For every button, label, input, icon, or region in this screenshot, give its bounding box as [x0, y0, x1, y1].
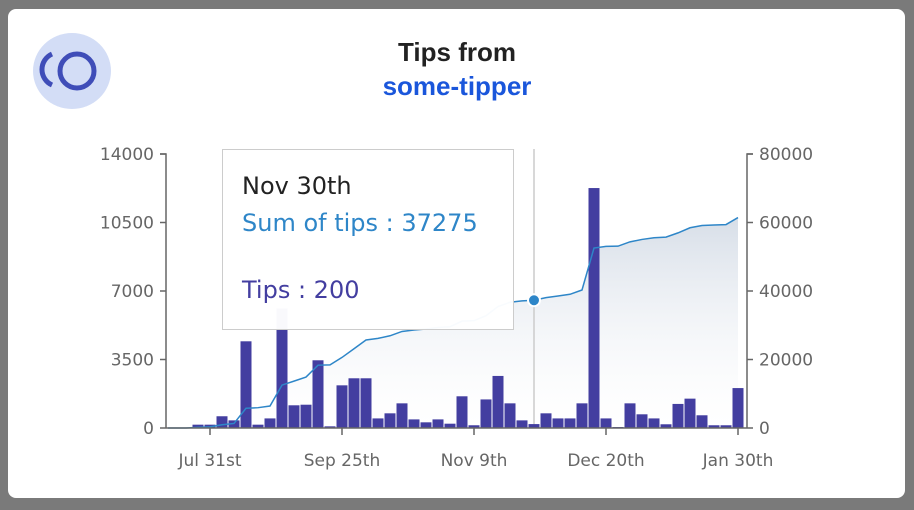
- right-tick-label: 80000: [759, 145, 813, 165]
- right-tick-label: 0: [759, 419, 770, 439]
- co-logo-icon: [39, 51, 97, 91]
- tips-bar: [588, 188, 600, 428]
- tips-bar: [324, 426, 336, 428]
- tips-bar: [276, 308, 288, 428]
- tips-bar: [708, 425, 720, 428]
- tips-bar: [504, 403, 516, 428]
- tooltip-sum: Sum of tips : 37275: [242, 209, 478, 237]
- tips-bar: [420, 422, 432, 428]
- tips-bar: [516, 420, 528, 428]
- tips-bar: [252, 424, 264, 428]
- right-tick-label: 40000: [759, 282, 813, 302]
- x-tick-label: Dec 20th: [567, 451, 644, 471]
- chart-title: Tips from: [398, 37, 516, 67]
- tips-bar: [384, 413, 396, 428]
- tips-bar: [240, 341, 252, 428]
- tips-bar: [456, 396, 468, 428]
- tips-bar: [624, 403, 636, 428]
- tips-bar: [720, 425, 732, 428]
- tips-bar: [288, 405, 300, 428]
- highlight-point: [527, 293, 541, 308]
- left-tick-label: 14000: [100, 145, 154, 165]
- tips-bar: [576, 403, 588, 428]
- tips-bar: [600, 418, 612, 428]
- tips-bar: [444, 423, 456, 428]
- tips-bar: [300, 404, 312, 428]
- tips-bar: [336, 385, 348, 428]
- tips-bar: [348, 378, 360, 428]
- tips-bar: [540, 413, 552, 428]
- tips-bar: [480, 399, 492, 428]
- tips-bar: [264, 418, 276, 428]
- left-tick-label: 0: [143, 419, 154, 439]
- right-tick-label: 60000: [759, 214, 813, 234]
- tips-bar: [732, 388, 744, 428]
- tips-bar: [648, 418, 660, 428]
- left-tick-label: 10500: [100, 214, 154, 234]
- tips-bar: [432, 419, 444, 428]
- tips-bar: [372, 418, 384, 428]
- tips-bar: [672, 403, 684, 428]
- tips-bar: [660, 424, 672, 428]
- tips-bar: [684, 398, 696, 428]
- tooltip-date: Nov 30th: [242, 172, 352, 200]
- left-tick-label: 3500: [111, 351, 154, 371]
- tips-bar: [408, 419, 420, 428]
- x-tick-label: Jul 31st: [177, 451, 241, 471]
- tips-bar: [696, 415, 708, 428]
- tips-bar: [468, 425, 480, 428]
- x-tick-label: Sep 25th: [304, 451, 381, 471]
- chart-tooltip: Nov 30th Sum of tips : 37275 Tips : 200: [222, 149, 514, 330]
- tips-bar: [528, 424, 540, 428]
- tooltip-tips: Tips : 200: [242, 276, 360, 304]
- tips-bar: [360, 378, 372, 428]
- tips-bar: [552, 418, 564, 428]
- logo: [33, 33, 111, 109]
- tips-bar: [192, 424, 204, 428]
- tips-bar: [396, 403, 408, 428]
- tips-bar: [636, 414, 648, 428]
- tips-bar: [216, 416, 228, 428]
- x-tick-label: Jan 30th: [702, 451, 774, 471]
- tips-bar: [492, 375, 504, 428]
- x-tick-label: Nov 9th: [441, 451, 508, 471]
- right-tick-label: 20000: [759, 351, 813, 371]
- left-tick-label: 7000: [111, 282, 154, 302]
- tips-bar: [312, 360, 324, 428]
- tips-bar: [564, 418, 576, 428]
- tipper-link[interactable]: some-tipper: [382, 71, 532, 101]
